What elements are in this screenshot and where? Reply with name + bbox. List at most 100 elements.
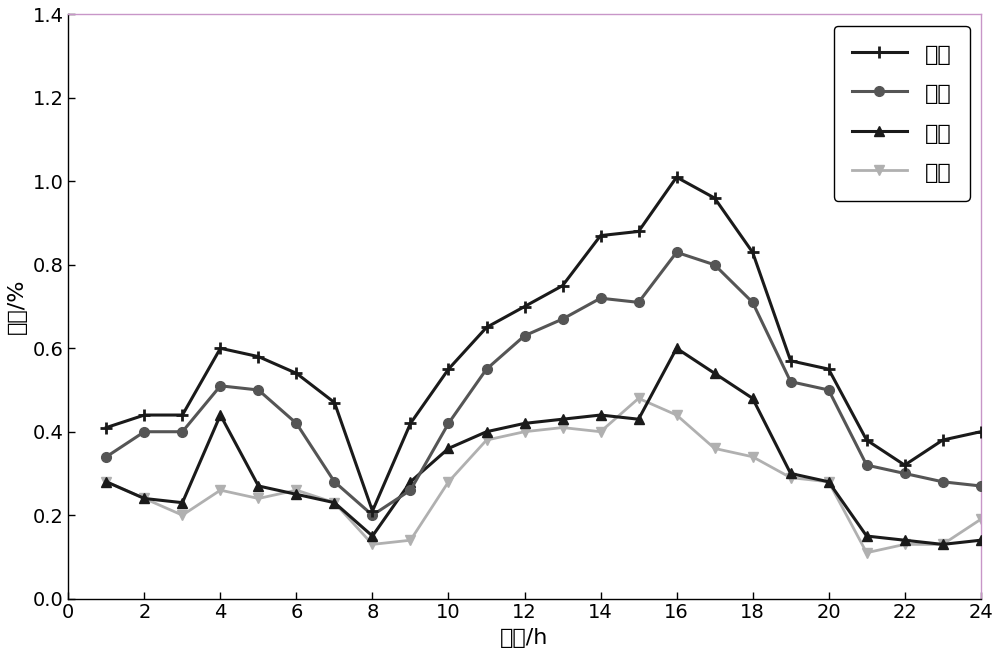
- 夏季: [975, 515, 987, 523]
- 冬季: [328, 399, 340, 407]
- 春季: [519, 332, 531, 340]
- 夏季: [823, 478, 835, 486]
- 冬季: [747, 248, 759, 256]
- 秋季: [633, 415, 645, 423]
- 春季: [633, 299, 645, 307]
- 秋季: [366, 532, 378, 540]
- 秋季: [747, 394, 759, 402]
- 冬季: [404, 419, 416, 427]
- 夏季: [176, 512, 188, 519]
- 夏季: [366, 540, 378, 548]
- 春季: [366, 512, 378, 519]
- 春季: [404, 486, 416, 494]
- 冬季: [709, 194, 721, 202]
- 冬季: [975, 428, 987, 436]
- 春季: [481, 365, 493, 373]
- 夏季: [595, 428, 607, 436]
- 冬季: [785, 357, 797, 365]
- 秋季: [595, 411, 607, 419]
- 春季: [138, 428, 150, 436]
- Legend: 冬季, 春季, 秋季, 夏季: 冬季, 春季, 秋季, 夏季: [834, 26, 970, 200]
- 夏季: [290, 486, 302, 494]
- X-axis label: 时刻/h: 时刻/h: [500, 628, 549, 648]
- 冬季: [176, 411, 188, 419]
- 春季: [595, 294, 607, 302]
- 夏季: [100, 478, 112, 486]
- Line: 夏季: 夏季: [102, 394, 986, 557]
- 夏季: [899, 540, 911, 548]
- 夏季: [557, 424, 569, 432]
- 冬季: [252, 352, 264, 360]
- 秋季: [290, 491, 302, 498]
- 春季: [975, 482, 987, 490]
- 冬季: [899, 461, 911, 469]
- 春季: [442, 419, 454, 427]
- 春季: [785, 378, 797, 386]
- 秋季: [861, 532, 873, 540]
- 冬季: [481, 324, 493, 331]
- 夏季: [519, 428, 531, 436]
- 夏季: [214, 486, 226, 494]
- 夏季: [328, 498, 340, 506]
- 冬季: [138, 411, 150, 419]
- 秋季: [481, 428, 493, 436]
- 夏季: [861, 549, 873, 557]
- 秋季: [252, 482, 264, 490]
- 秋季: [975, 536, 987, 544]
- Line: 春季: 春季: [102, 248, 986, 520]
- 春季: [861, 461, 873, 469]
- 夏季: [404, 536, 416, 544]
- 春季: [671, 248, 683, 256]
- 夏季: [138, 495, 150, 502]
- 冬季: [861, 436, 873, 444]
- 冬季: [671, 174, 683, 181]
- 冬季: [633, 227, 645, 235]
- 冬季: [937, 436, 949, 444]
- 冬季: [100, 424, 112, 432]
- 秋季: [404, 478, 416, 486]
- 春季: [709, 261, 721, 269]
- 春季: [747, 299, 759, 307]
- 夏季: [633, 394, 645, 402]
- 秋季: [823, 478, 835, 486]
- 秋季: [671, 345, 683, 352]
- 春季: [214, 382, 226, 390]
- 秋季: [100, 478, 112, 486]
- 冬季: [442, 365, 454, 373]
- Line: 冬季: 冬季: [100, 171, 987, 517]
- 夏季: [671, 411, 683, 419]
- 春季: [899, 470, 911, 477]
- 春季: [937, 478, 949, 486]
- 春季: [823, 386, 835, 394]
- 秋季: [709, 369, 721, 377]
- Y-axis label: 出力/%: 出力/%: [7, 279, 27, 334]
- 夏季: [481, 436, 493, 444]
- 冬季: [823, 365, 835, 373]
- 春季: [328, 478, 340, 486]
- 夏季: [252, 495, 264, 502]
- 夏季: [747, 453, 759, 460]
- 春季: [176, 428, 188, 436]
- 秋季: [937, 540, 949, 548]
- Line: 秋季: 秋季: [102, 343, 986, 550]
- 秋季: [785, 470, 797, 477]
- 冬季: [366, 507, 378, 515]
- 冬季: [214, 345, 226, 352]
- 秋季: [557, 415, 569, 423]
- 冬季: [595, 232, 607, 240]
- 秋季: [519, 419, 531, 427]
- 冬季: [557, 282, 569, 290]
- 夏季: [709, 445, 721, 453]
- 秋季: [442, 445, 454, 453]
- 秋季: [138, 495, 150, 502]
- 秋季: [176, 498, 188, 506]
- 春季: [100, 453, 112, 460]
- 夏季: [442, 478, 454, 486]
- 冬季: [290, 369, 302, 377]
- 春季: [557, 315, 569, 323]
- 春季: [252, 386, 264, 394]
- 秋季: [214, 411, 226, 419]
- 春季: [290, 419, 302, 427]
- 夏季: [937, 540, 949, 548]
- 夏季: [785, 474, 797, 481]
